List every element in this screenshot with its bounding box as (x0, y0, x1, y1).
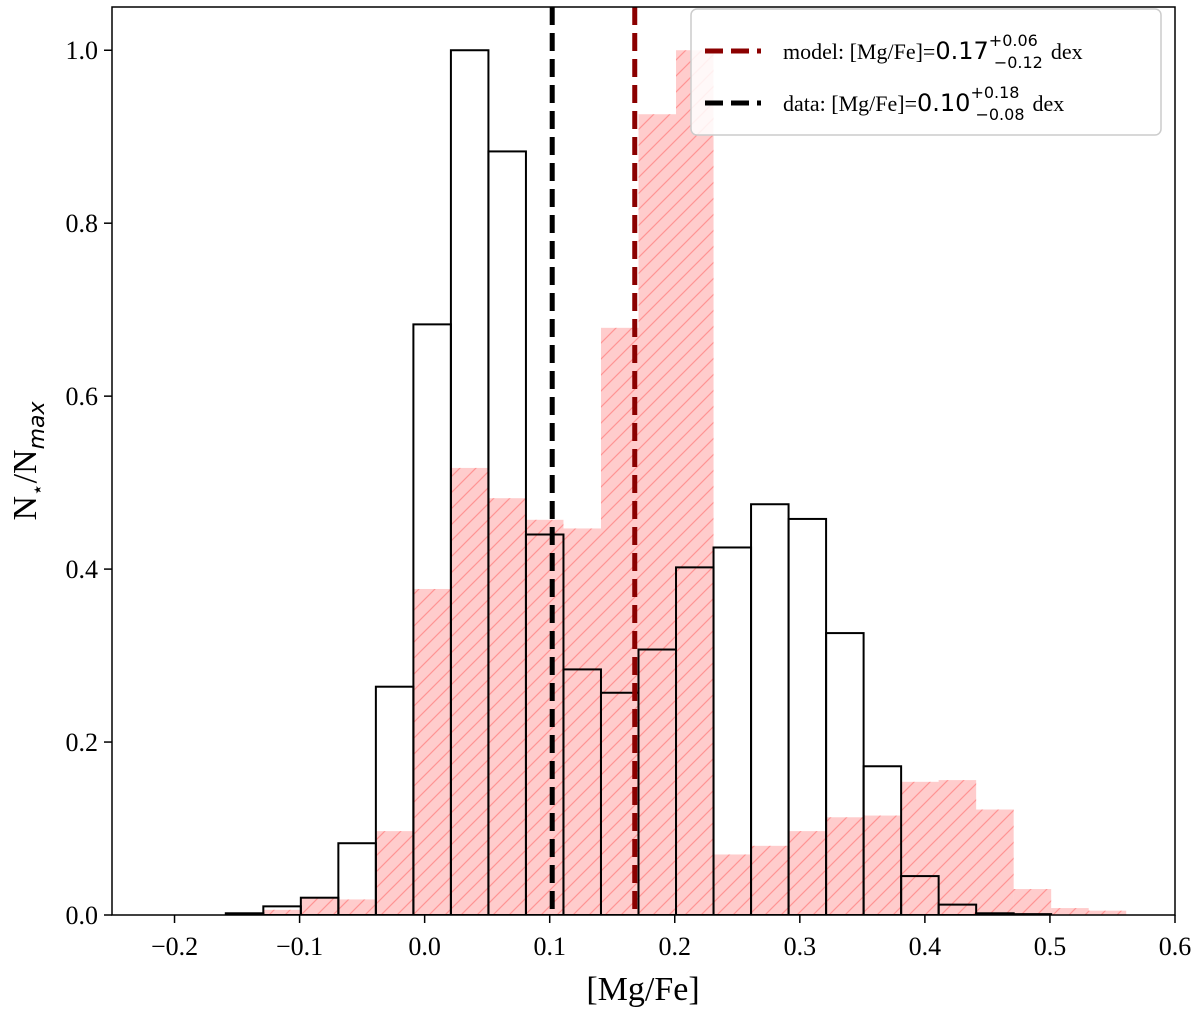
bar-hatch (338, 899, 376, 915)
legend-label-part: dex (1033, 91, 1065, 116)
legend-label-part: model: [Mg/Fe]= (783, 39, 935, 64)
bar-hatch (600, 327, 639, 915)
legend-label-part: dex (1051, 39, 1083, 64)
y-tick-label: 0.6 (66, 382, 99, 411)
bar-hatch (713, 854, 752, 915)
bar-hatch (976, 809, 1014, 915)
x-tick-label: −0.2 (151, 932, 198, 961)
y-tick-label: 1.0 (66, 36, 99, 65)
bar-hatch (826, 817, 864, 915)
bar (487, 150, 527, 915)
legend-label-part: +0.06 (989, 31, 1038, 50)
x-tick-label: 0.5 (1034, 932, 1067, 961)
legend-label-part: −0.12 (994, 53, 1043, 72)
x-tick-label: −0.1 (276, 932, 323, 961)
y-label-part: N (7, 496, 44, 521)
x-tick-label: 0.1 (533, 932, 566, 961)
legend-label: model: [Mg/Fe]=0.17+0.06 −0.12 dex (783, 31, 1083, 72)
plot-area (224, 7, 1127, 915)
y-tick-label: 0.0 (66, 901, 99, 930)
bar-hatch (375, 831, 414, 915)
bar-hatch (563, 528, 601, 915)
legend-label-part: −0.08 (975, 105, 1024, 124)
bar-hatch (1013, 889, 1052, 915)
bar-hatch (450, 467, 489, 915)
bar-hatch (525, 519, 564, 915)
y-tick-label: 0.4 (66, 555, 99, 584)
bar (937, 903, 978, 915)
x-tick-label: 0.0 (408, 932, 441, 961)
x-axis-label: [Mg/Fe] (586, 971, 699, 1008)
bar-hatch (788, 831, 827, 915)
legend-label-part: +0.18 (970, 83, 1019, 102)
bar-hatch (413, 588, 451, 915)
bar-hatch (676, 50, 714, 915)
x-tick-label: 0.4 (909, 932, 942, 961)
y-tick-label: 0.2 (66, 728, 99, 757)
bar-hatch (901, 781, 939, 915)
x-tick-label: 0.2 (659, 932, 692, 961)
bar-hatch (1088, 910, 1127, 915)
legend-label: data: [Mg/Fe]=0.10+0.18 −0.08 dex (783, 83, 1064, 124)
axes-frame (111, 6, 1176, 916)
y-axis-label: N⋆/Nmax (7, 401, 50, 521)
x-tick-label: 0.6 (1159, 932, 1192, 961)
bar-hatch (938, 780, 977, 915)
bar-hatch (1051, 908, 1089, 915)
legend-label-part: 0.10 (917, 89, 970, 117)
bar-hatch (263, 909, 301, 915)
y-label-part: max (25, 401, 50, 450)
bar-hatch (751, 845, 789, 915)
y-tick-label: 0.8 (66, 209, 99, 238)
bar-hatch (300, 897, 339, 915)
x-tick-label: 0.3 (784, 932, 817, 961)
bar-hatch (638, 114, 677, 915)
legend-box (690, 8, 1162, 136)
legend-label-part: 0.17 (935, 37, 988, 65)
bar-hatch (863, 815, 902, 915)
legend-label-part: data: [Mg/Fe]= (783, 91, 917, 116)
y-label-part: ⋆ (27, 483, 49, 496)
y-label-part: /N (7, 449, 44, 483)
bar-hatch (488, 498, 526, 915)
